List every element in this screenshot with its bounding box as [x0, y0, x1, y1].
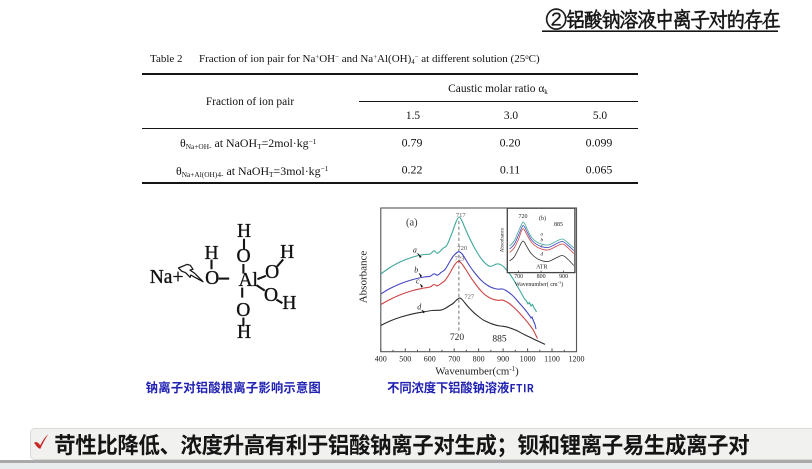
svg-text:1100: 1100: [544, 354, 560, 363]
svg-text:(a): (a): [406, 218, 418, 229]
svg-text:Wavenumber(cm-1): Wavenumber(cm-1): [435, 365, 519, 377]
svg-text:727: 727: [464, 293, 475, 300]
svg-text:Absorbance: Absorbance: [500, 227, 506, 252]
svg-text:720: 720: [450, 333, 465, 343]
svg-text:900: 900: [497, 354, 509, 363]
svg-text:c: c: [416, 276, 420, 285]
svg-text:b: b: [541, 239, 544, 244]
svg-text:500: 500: [399, 354, 411, 363]
svg-text:d: d: [541, 253, 544, 258]
svg-text:(b): (b): [539, 215, 546, 222]
svg-text:723: 723: [455, 255, 465, 262]
svg-text:717: 717: [456, 212, 467, 219]
svg-text:b: b: [414, 266, 418, 275]
svg-text:Absorbance: Absorbance: [358, 251, 370, 304]
svg-text:a: a: [541, 233, 544, 238]
svg-text:1200: 1200: [569, 354, 585, 363]
svg-text:a: a: [413, 245, 417, 254]
svg-text:800: 800: [537, 274, 546, 280]
svg-text:700: 700: [514, 274, 523, 280]
svg-text:ATR: ATR: [536, 265, 547, 271]
svg-text:885: 885: [492, 335, 507, 345]
svg-text:700: 700: [448, 354, 460, 363]
svg-text:Wavenumber( cm-1): Wavenumber( cm-1): [515, 280, 563, 288]
svg-text:d: d: [417, 302, 422, 311]
svg-text:c: c: [541, 245, 544, 250]
svg-text:800: 800: [473, 354, 485, 363]
svg-text:900: 900: [559, 274, 568, 280]
svg-text:1000: 1000: [520, 354, 536, 363]
svg-text:600: 600: [424, 354, 436, 363]
svg-text:885: 885: [554, 222, 563, 228]
svg-text:400: 400: [375, 354, 387, 363]
svg-text:720: 720: [519, 214, 528, 220]
svg-text:720: 720: [457, 245, 467, 252]
